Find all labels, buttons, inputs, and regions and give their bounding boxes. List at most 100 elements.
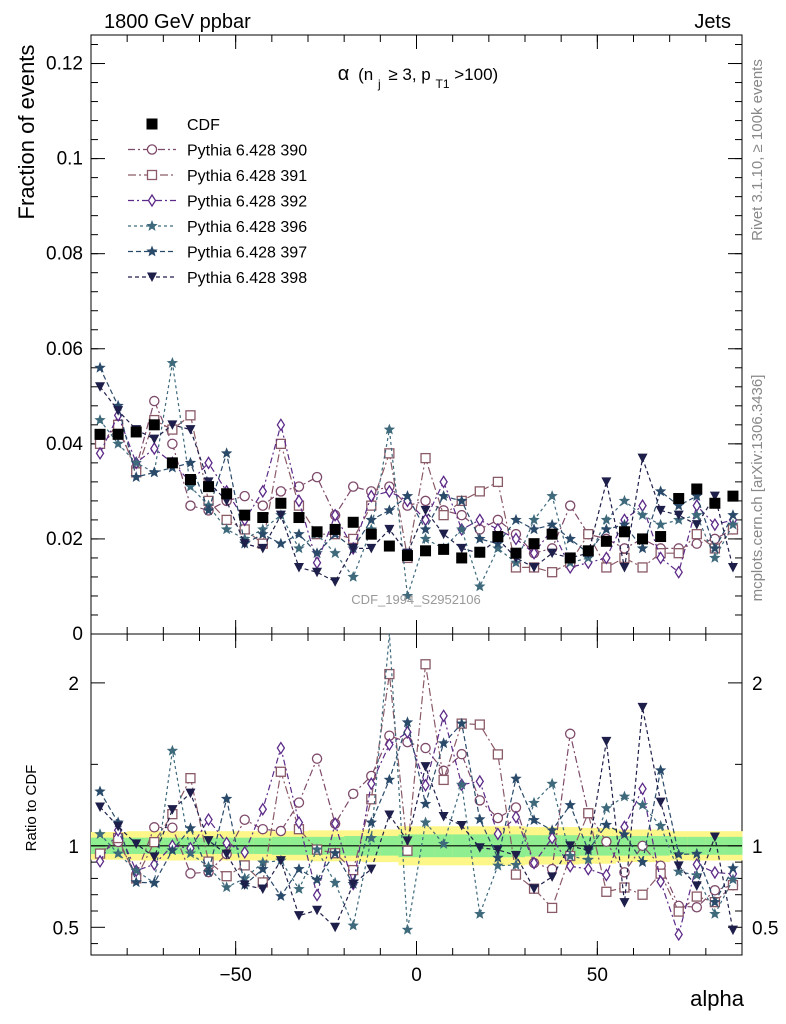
point-pythia-6-428-397 [383,504,396,516]
ratio-point-pythia-6-428-392 [638,782,647,796]
point-pythia-6-428-392 [710,517,720,532]
point-pythia-6-428-398 [456,543,467,554]
point-pythia-6-428-391 [221,514,232,526]
ratio-point-pythia-6-428-391 [402,845,413,856]
ratio-point-pythia-6-428-390 [691,902,703,913]
ratio-point-pythia-6-428-397 [130,876,142,888]
point-pythia-6-428-391 [691,529,702,540]
point-cdf [221,488,233,500]
point-pythia-6-428-391 [438,510,449,521]
ratio-point-pythia-6-428-392 [710,865,720,880]
point-cdf [618,526,630,538]
ratio-point-pythia-6-428-391 [275,766,287,777]
point-cdf [582,545,594,557]
ratio-point-pythia-6-428-398 [619,898,630,908]
ratio-point-pythia-6-428-396 [166,744,179,756]
ratio-point-pythia-6-428-391 [637,889,648,900]
ratio-point-pythia-6-428-390 [311,753,323,764]
point-cdf [329,523,341,535]
ratio-point-pythia-6-428-397 [691,847,703,859]
watermark: CDF_1994_S2952106 [351,592,480,607]
legend-label-cdf: CDF [187,117,220,134]
ratio-point-pythia-6-428-397 [564,799,576,810]
ratio-point-pythia-6-428-398 [275,856,286,866]
ratio-point-pythia-6-428-398 [239,880,250,890]
main-ytick-label: 0.12 [46,54,83,75]
ratio-point-pythia-6-428-391 [673,906,684,917]
point-cdf [709,497,721,509]
point-pythia-6-428-396 [528,513,540,525]
point-pythia-6-428-398 [384,524,395,535]
ratio-point-pythia-6-428-390 [293,797,305,808]
main-ytick-label: 0.06 [46,339,83,360]
ratio-point-pythia-6-428-398 [185,788,196,799]
point-pythia-6-428-391 [619,552,630,564]
point-pythia-6-428-397 [673,499,685,511]
ratio-point-pythia-6-428-398 [456,820,467,831]
point-pythia-6-428-392 [276,418,286,432]
ratio-point-pythia-6-428-390 [420,742,431,754]
point-pythia-6-428-398 [167,420,178,430]
ratio-point-pythia-6-428-391 [691,891,702,902]
point-cdf [383,540,395,552]
point-pythia-6-428-391 [583,529,594,540]
legend-marker-pythia-6-428-391 [146,169,158,181]
ratio-ytick-label-right: 2 [752,674,763,695]
point-cdf [184,473,196,485]
ratio-point-pythia-6-428-391 [348,864,359,876]
xtick-label: −50 [220,965,252,986]
ratio-point-pythia-6-428-392 [276,741,286,755]
ratio-point-pythia-6-428-396 [582,853,594,865]
point-cdf [438,543,450,555]
ratio-point-pythia-6-428-397 [510,772,522,784]
point-pythia-6-428-392 [330,508,340,522]
ratio-point-pythia-6-428-396 [220,881,233,893]
main-ytick-label: 0 [72,624,83,645]
ratio-point-pythia-6-428-397 [148,876,160,888]
ratio-ytick-label: 0.5 [53,918,79,939]
point-pythia-6-428-398 [366,543,377,554]
point-cdf [655,531,667,543]
point-pythia-6-428-396 [401,590,414,601]
ratio-point-pythia-6-428-397 [654,764,667,776]
title-symbol: α [338,63,350,85]
ratio-point-pythia-6-428-396 [311,843,323,855]
ratio-ytick-label-right: 0.5 [752,918,778,939]
point-pythia-6-428-397 [727,509,739,520]
point-pythia-6-428-396 [166,357,179,368]
point-pythia-6-428-397 [456,494,468,506]
ratio-point-pythia-6-428-391 [185,772,196,784]
point-pythia-6-428-397 [419,523,432,535]
legend-label-pythia-6-428-391: Pythia 6.428 391 [187,168,307,185]
point-pythia-6-428-398 [275,510,286,521]
point-pythia-6-428-398 [655,505,666,516]
point-pythia-6-428-397 [510,513,522,525]
ratio-point-pythia-6-428-398 [492,845,503,855]
legend-label-pythia-6-428-390: Pythia 6.428 390 [187,143,307,160]
point-pythia-6-428-398 [529,562,540,573]
point-pythia-6-428-392 [312,555,322,570]
point-pythia-6-428-396 [727,518,739,530]
point-pythia-6-428-390 [456,509,467,521]
ratio-point-pythia-6-428-398 [673,861,684,871]
ratio-ylabel: Ratio to CDF [23,765,40,852]
ratio-point-pythia-6-428-397 [257,863,269,874]
ratio-point-pythia-6-428-397 [401,716,414,728]
chart-title: α (n j ≥ 3, p T1 >100) [338,63,498,92]
point-cdf [546,528,558,540]
point-pythia-6-428-398 [619,562,630,573]
ratio-point-pythia-6-428-392 [565,859,575,873]
point-cdf [474,546,486,558]
main-panel-series [94,357,739,601]
ratio-point-pythia-6-428-392 [258,802,268,816]
ratio-point-pythia-6-428-398 [257,884,268,895]
point-cdf [94,428,106,440]
ratio-point-pythia-6-428-392 [511,810,521,824]
point-pythia-6-428-392 [150,441,159,456]
ratio-line-pythia-6-428-397 [99,720,734,904]
ratio-point-pythia-6-428-397 [673,848,685,860]
point-pythia-6-428-392 [385,484,394,499]
ratio-point-pythia-6-428-397 [474,813,486,825]
point-cdf [401,550,413,562]
ratio-point-pythia-6-428-398 [348,879,359,889]
